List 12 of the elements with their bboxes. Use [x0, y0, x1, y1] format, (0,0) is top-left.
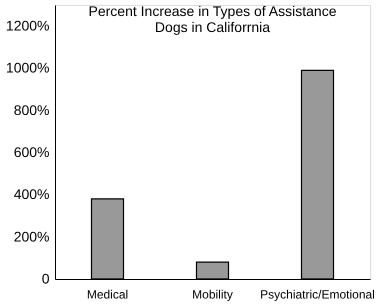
- text: Dogs in Califorrnia: [154, 19, 270, 35]
- y-tick-label: 600%: [14, 144, 50, 160]
- text: Percent Increase in Types of Assistance: [88, 3, 336, 19]
- y-tick-label: 0: [42, 270, 50, 286]
- y-tick-label: 800%: [14, 102, 50, 118]
- y-tick-label: 200%: [14, 228, 50, 244]
- x-tick-label: Mobility: [192, 288, 233, 302]
- x-tick-label: Psychiatric/Emotional: [260, 288, 375, 302]
- y-tick-label: 1000%: [6, 60, 50, 76]
- y-tick-label: 1200%: [6, 18, 50, 34]
- x-tick-label: Medical: [86, 288, 128, 302]
- y-tick-label: 400%: [14, 186, 50, 202]
